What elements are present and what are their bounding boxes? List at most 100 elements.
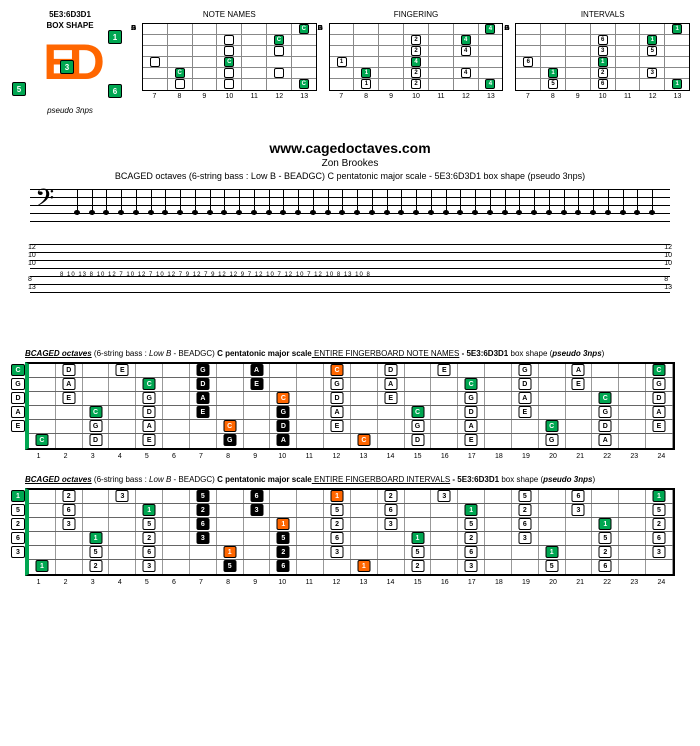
fret-dot: 6 [598, 79, 608, 89]
fret-dot: 6 [143, 546, 156, 558]
fret-dot: 4 [485, 24, 495, 34]
fret-dot: E [465, 434, 478, 446]
fret-dot: 2 [652, 518, 665, 530]
fret-dot: 3 [652, 546, 665, 558]
fret-dot: 2 [411, 79, 421, 89]
full-fret-numbers: 123456789101112131415161718192021222324 [25, 453, 675, 460]
mini-fb-grid: C4G24D24A14E124B124 [329, 23, 504, 91]
fret-dot: 6 [572, 490, 585, 502]
fret-dot: C [545, 420, 558, 432]
fret-dot: 2 [599, 546, 612, 558]
open-note: D [11, 392, 25, 404]
fret-dot: E [116, 364, 129, 376]
fret-dot: 2 [196, 504, 209, 516]
fret-dot: G [89, 420, 102, 432]
fret-dot: A [250, 364, 263, 376]
boxshape-dot: 1 [108, 30, 122, 44]
fret-dot [224, 46, 234, 56]
fret-dot: 3 [647, 68, 657, 78]
fret-dot: 5 [647, 46, 657, 56]
site-info: www.cagedoctaves.com Zon Brookes BCAGED … [10, 140, 690, 181]
fret-dot: 2 [598, 68, 608, 78]
fret-dot: A [277, 434, 290, 446]
fret-dot: 5 [331, 504, 344, 516]
fret-dot: C [223, 420, 236, 432]
boxshape-dot: 6 [108, 84, 122, 98]
fret-dot: D [518, 378, 531, 390]
fret-dot [150, 57, 160, 67]
full-fb-title: BCAGED octaves (6-string bass : Low B - … [25, 475, 675, 484]
boxshape-dot: 5 [12, 82, 26, 96]
fret-dot: 6 [331, 532, 344, 544]
fret-dot: 5 [518, 490, 531, 502]
fret-dot: 3 [598, 46, 608, 56]
fret-dot [175, 79, 185, 89]
boxshape-subtitle: BOX SHAPE [10, 21, 130, 30]
site-author: Zon Brookes [10, 158, 690, 169]
ed-logo: ED 1356 [20, 32, 120, 102]
tab-staff: 121010 813 8 10 13 8 10 12 7 10 12 7 10 … [30, 244, 670, 294]
mini-fb-grid: CCGCDACECBC [142, 23, 317, 91]
open-note: G [11, 378, 25, 390]
fret-dot: A [143, 420, 156, 432]
fret-dot: 1 [647, 35, 657, 45]
fret-dot: 1 [672, 79, 682, 89]
fret-dot: G [196, 364, 209, 376]
fret-dot: 4 [485, 79, 495, 89]
fret-dot: E [196, 406, 209, 418]
mini-fb-title: INTERVALS [515, 10, 690, 19]
fret-dot: 1 [361, 68, 371, 78]
fret-dot: E [331, 420, 344, 432]
fret-dot: G [518, 364, 531, 376]
fret-dot: C [411, 406, 424, 418]
fret-dot: A [331, 406, 344, 418]
fret-dot: C [599, 392, 612, 404]
fret-dot: D [411, 434, 424, 446]
boxshape-logo: 5E3:6D3D1 BOX SHAPE ED 1356 pseudo 3nps [10, 10, 130, 115]
fret-dot: A [384, 378, 397, 390]
full-fretboard-section: BCAGED octaves (6-string bass : Low B - … [25, 475, 675, 586]
open-note: A [11, 406, 25, 418]
fret-dot: A [652, 406, 665, 418]
fret-dot: 5 [196, 490, 209, 502]
fret-dot: 4 [461, 46, 471, 56]
fret-dot: 5 [599, 532, 612, 544]
bass-clef-icon: 𝄢 [35, 185, 54, 219]
tab-close-notes: 121010 813 [664, 244, 672, 292]
fret-dot: G [223, 434, 236, 446]
fret-dot: 1 [599, 518, 612, 530]
fret-dot: G [652, 378, 665, 390]
open-note: 2 [11, 518, 25, 530]
fret-dot: 1 [652, 490, 665, 502]
fret-dot: C [331, 364, 344, 376]
fret-dot: G [465, 392, 478, 404]
fret-dot: C [143, 378, 156, 390]
fret-dot: 2 [89, 560, 102, 572]
top-diagrams-row: 5E3:6D3D1 BOX SHAPE ED 1356 pseudo 3nps … [10, 10, 690, 115]
fret-dot: 3 [572, 504, 585, 516]
fret-dot: D [62, 364, 75, 376]
fret-dot: 5 [143, 518, 156, 530]
full-diagrams: BCAGED octaves (6-string bass : Low B - … [10, 349, 690, 586]
fret-numbers: 78910111213 [142, 93, 317, 100]
fret-dot [224, 35, 234, 45]
music-staff: 𝄢 [30, 189, 670, 229]
fret-dot: 3 [518, 532, 531, 544]
tab-open-notes: 121010 813 [28, 244, 36, 292]
fret-dot [274, 68, 284, 78]
mini-fretboard: FINGERINGC4G24D24A14E124B12478910111213 [329, 10, 504, 100]
fret-dot: 1 [548, 68, 558, 78]
fret-dot: 2 [465, 532, 478, 544]
fret-dot: C [274, 35, 284, 45]
fret-dot: E [438, 364, 451, 376]
fret-dot: 4 [411, 57, 421, 67]
fret-dot: 1 [361, 79, 371, 89]
fret-dot: 6 [598, 35, 608, 45]
fret-dot: 2 [143, 532, 156, 544]
fret-dot: C [277, 392, 290, 404]
fret-dot: 6 [62, 504, 75, 516]
fret-dot: E [250, 378, 263, 390]
fret-dot: 5 [89, 546, 102, 558]
boxshape-dot: 3 [60, 60, 74, 74]
fret-dot: D [599, 420, 612, 432]
